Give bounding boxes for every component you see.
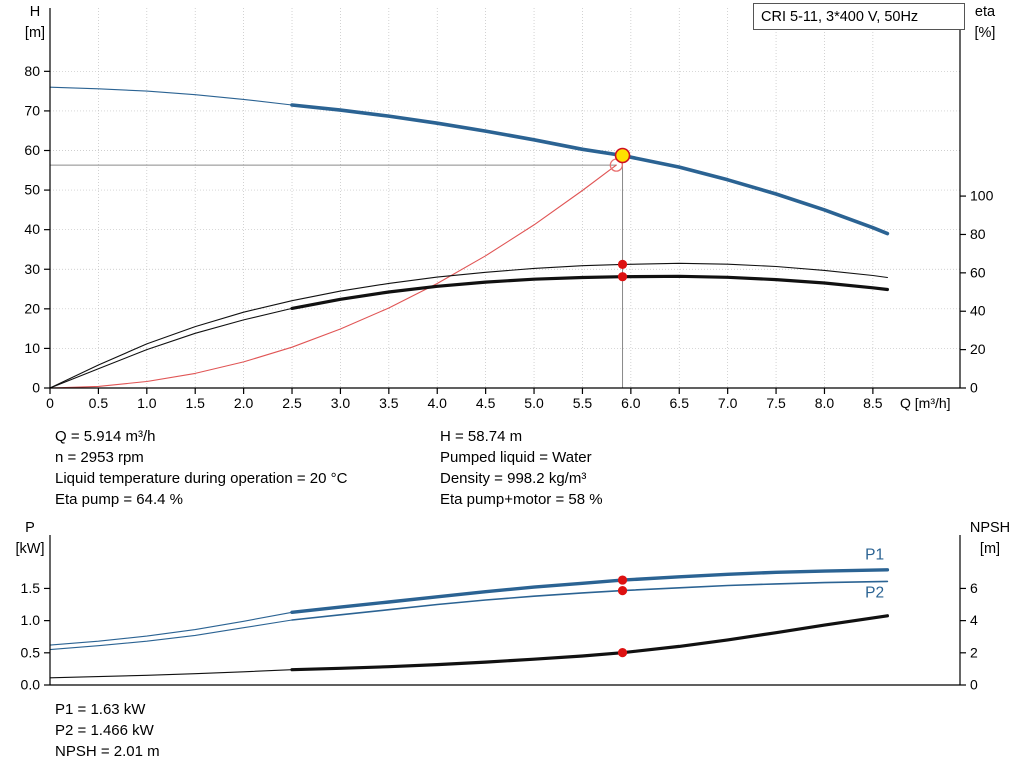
qh-curve-low-range bbox=[49, 86, 293, 106]
svg-text:20: 20 bbox=[970, 341, 986, 357]
svg-text:8.5: 8.5 bbox=[863, 395, 883, 411]
result-npsh: NPSH = 2.01 m bbox=[55, 743, 160, 760]
info-head: H = 58.74 m bbox=[440, 428, 523, 445]
svg-text:8.0: 8.0 bbox=[815, 395, 835, 411]
svg-text:0.0: 0.0 bbox=[21, 677, 41, 693]
info-density: Density = 998.2 kg/m³ bbox=[440, 470, 587, 487]
svg-text:0.5: 0.5 bbox=[21, 644, 41, 660]
result-p2: P2 = 1.466 kW bbox=[55, 722, 154, 739]
info-eta-pump: Eta pump = 64.4 % bbox=[55, 491, 183, 508]
eta-pump-motor-curve-low-range bbox=[49, 307, 293, 389]
svg-text:80: 80 bbox=[24, 63, 40, 79]
svg-text:1.5: 1.5 bbox=[21, 580, 41, 596]
svg-text:[%]: [%] bbox=[975, 25, 996, 41]
svg-text:3.5: 3.5 bbox=[379, 395, 399, 411]
eta-pump-duty-dot bbox=[617, 259, 628, 270]
svg-text:30: 30 bbox=[24, 261, 40, 277]
svg-text:2.5: 2.5 bbox=[282, 395, 302, 411]
pump-model-box: CRI 5-11, 3*400 V, 50Hz bbox=[753, 3, 965, 30]
qh-curve bbox=[290, 103, 890, 236]
info-eta-pump-motor: Eta pump+motor = 58 % bbox=[440, 491, 603, 508]
npsh-curve bbox=[290, 614, 890, 672]
qh-chart: 0 10 20 30 40 50 60 70 80 0 20 40 60 80 100 0 0.5 1.0 1.5 2… bbox=[24, 4, 996, 411]
svg-text:6.0: 6.0 bbox=[621, 395, 641, 411]
svg-text:[kW]: [kW] bbox=[16, 541, 45, 557]
power-npsh-chart: 0.0 0.5 1.0 1.5 0 2 4 6 P [kW] NPSH [m] P1 P2 bbox=[0, 520, 1024, 700]
power-npsh-chart-canvas: 0.0 0.5 1.0 1.5 0 2 4 6 P [kW] NPSH [m] P1 P2 bbox=[16, 520, 1011, 693]
eta-pump-motor-duty-dot bbox=[617, 272, 628, 282]
operating-data-right: H = 58.74 m Pumped liquid = Water Densit… bbox=[440, 426, 603, 510]
svg-text:7.0: 7.0 bbox=[718, 395, 738, 411]
svg-text:0: 0 bbox=[46, 395, 54, 411]
svg-text:P2: P2 bbox=[865, 584, 884, 601]
eta-pump-curve bbox=[49, 262, 888, 389]
svg-text:7.5: 7.5 bbox=[766, 395, 786, 411]
svg-text:5.0: 5.0 bbox=[524, 395, 544, 411]
svg-text:70: 70 bbox=[24, 102, 40, 118]
svg-text:1.0: 1.0 bbox=[137, 395, 157, 411]
svg-text:4: 4 bbox=[970, 612, 978, 628]
pump-model-label: CRI 5-11, 3*400 V, 50Hz bbox=[761, 8, 919, 25]
svg-text:2: 2 bbox=[970, 644, 978, 660]
svg-text:6.5: 6.5 bbox=[670, 395, 690, 411]
info-flow: Q = 5.914 m³/h bbox=[55, 428, 156, 445]
svg-text:H: H bbox=[30, 4, 40, 20]
svg-text:10: 10 bbox=[24, 340, 40, 356]
svg-text:P1: P1 bbox=[865, 546, 884, 563]
svg-text:0.5: 0.5 bbox=[89, 395, 109, 411]
p2-duty-dot bbox=[617, 586, 628, 596]
svg-text:60: 60 bbox=[970, 264, 986, 280]
svg-text:0: 0 bbox=[32, 380, 40, 396]
svg-text:0: 0 bbox=[970, 380, 978, 396]
results-block: P1 = 1.63 kW P2 = 1.466 kW NPSH = 2.01 m bbox=[55, 699, 160, 762]
svg-text:P: P bbox=[25, 520, 35, 536]
svg-text:40: 40 bbox=[970, 303, 986, 319]
info-liquid-temperature: Liquid temperature during operation = 20… bbox=[55, 470, 348, 487]
svg-text:4.0: 4.0 bbox=[427, 395, 447, 411]
svg-text:1.0: 1.0 bbox=[21, 612, 41, 628]
info-pumped-liquid: Pumped liquid = Water bbox=[440, 449, 592, 466]
svg-text:1.5: 1.5 bbox=[185, 395, 205, 411]
system-curve bbox=[49, 164, 617, 389]
svg-text:[m]: [m] bbox=[980, 541, 1000, 557]
svg-text:NPSH: NPSH bbox=[970, 520, 1010, 536]
svg-text:eta: eta bbox=[975, 4, 996, 20]
svg-text:3.0: 3.0 bbox=[331, 395, 351, 411]
svg-text:50: 50 bbox=[24, 182, 40, 198]
svg-text:2.0: 2.0 bbox=[234, 395, 254, 411]
svg-text:Q [m³/h]: Q [m³/h] bbox=[900, 395, 951, 411]
operating-data-left: Q = 5.914 m³/h n = 2953 rpm Liquid tempe… bbox=[55, 426, 347, 510]
p1-duty-dot bbox=[617, 575, 628, 585]
actual-duty-point bbox=[614, 147, 631, 164]
svg-text:60: 60 bbox=[24, 142, 40, 158]
p1-curve-low-range bbox=[49, 611, 293, 646]
npsh-curve-low-range bbox=[49, 669, 293, 679]
p2-curve-low-range bbox=[49, 619, 293, 651]
p1-curve bbox=[290, 568, 890, 615]
p2-curve bbox=[291, 580, 889, 621]
result-p1: P1 = 1.63 kW bbox=[55, 701, 146, 718]
npsh-duty-dot bbox=[617, 648, 628, 658]
info-speed: n = 2953 rpm bbox=[55, 449, 144, 466]
svg-text:40: 40 bbox=[24, 221, 40, 237]
svg-text:20: 20 bbox=[24, 300, 40, 316]
svg-text:6: 6 bbox=[970, 580, 978, 596]
svg-text:100: 100 bbox=[970, 188, 994, 204]
svg-text:[m]: [m] bbox=[25, 25, 45, 41]
qh-chart-canvas: 0 10 20 30 40 50 60 70 80 0 20 40 60 80 100 0 0.5 1.0 1.5 2… bbox=[24, 4, 996, 411]
svg-text:5.5: 5.5 bbox=[573, 395, 593, 411]
svg-text:80: 80 bbox=[970, 226, 986, 242]
svg-text:4.5: 4.5 bbox=[476, 395, 496, 411]
eta-pump-motor-curve bbox=[290, 274, 890, 310]
svg-text:0: 0 bbox=[970, 677, 978, 693]
